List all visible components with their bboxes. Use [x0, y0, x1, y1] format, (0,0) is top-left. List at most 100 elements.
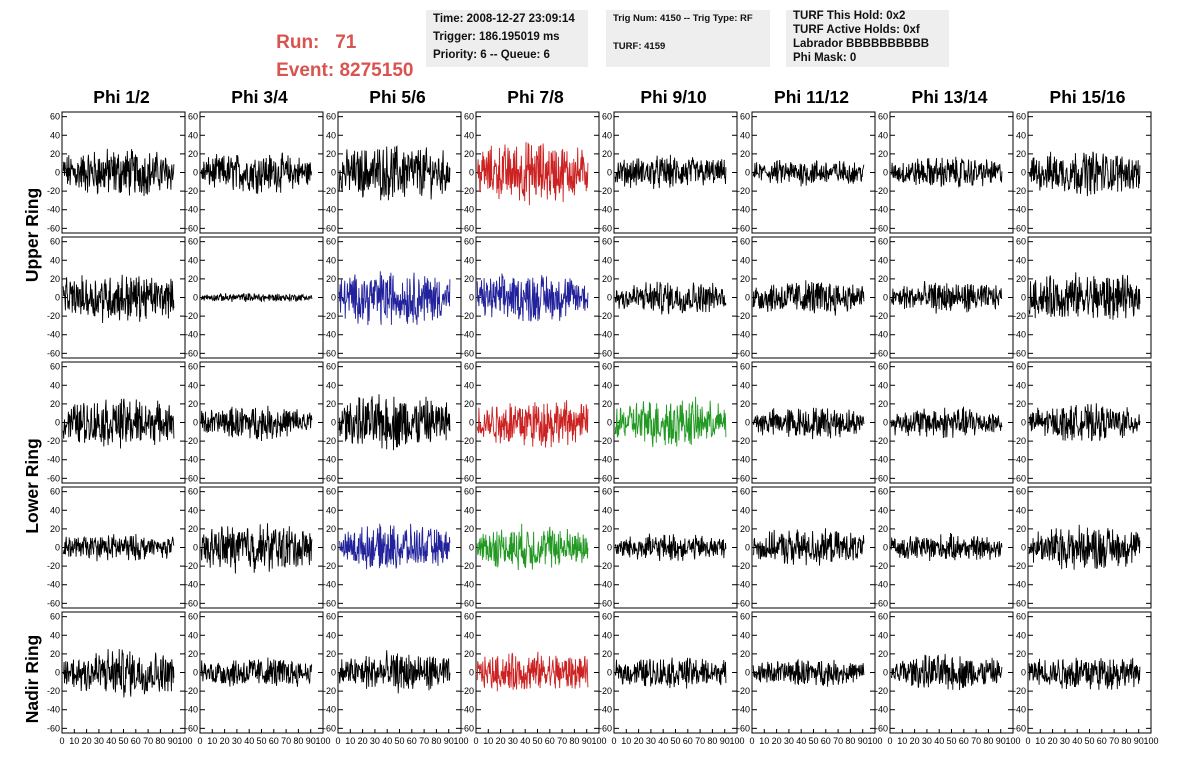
y-tick-label: 40: [50, 130, 60, 140]
y-tick-label: 40: [50, 255, 60, 265]
x-tick-label: 20: [220, 736, 230, 746]
y-tick-label: -60: [185, 723, 198, 733]
waveform-trace: [614, 154, 727, 190]
y-tick-label: -20: [875, 436, 888, 446]
column-header-phi-5-6: Phi 5/6: [369, 87, 426, 107]
y-tick-label: -60: [875, 723, 888, 733]
y-tick-label: 40: [50, 630, 60, 640]
y-tick-label: -40: [875, 580, 888, 590]
y-tick-label: -60: [461, 473, 474, 483]
y-tick-label: 0: [55, 168, 60, 178]
waveform-panel: -60 -40 -20 0 20 40 60: [323, 236, 462, 359]
y-tick-label: -60: [1013, 348, 1026, 358]
run-line: Run: 71: [255, 10, 356, 76]
x-tick-label: 100: [1005, 736, 1020, 746]
y-tick-label: -40: [737, 705, 750, 715]
x-tick-label: 20: [358, 736, 368, 746]
waveform-panel: -60 -40 -20 0 20 40 60: [875, 486, 1014, 609]
x-tick-label: 90: [306, 736, 316, 746]
y-tick-label: -60: [875, 348, 888, 358]
x-tick-label: 80: [431, 736, 441, 746]
waveform-trace: [752, 659, 865, 687]
x-tick-label: 70: [833, 736, 843, 746]
waveform-panel: -60 -40 -20 0 20 40 60: [461, 236, 600, 359]
y-tick-label: -40: [461, 705, 474, 715]
y-tick-label: 20: [464, 274, 474, 284]
y-tick-label: -40: [47, 455, 60, 465]
event-value: 8275150: [339, 60, 414, 81]
y-tick-label: -60: [185, 598, 198, 608]
x-tick-label: 60: [821, 736, 831, 746]
y-tick-label: -40: [599, 455, 612, 465]
y-tick-label: -60: [599, 348, 612, 358]
x-tick-label: 90: [444, 736, 454, 746]
y-tick-label: 60: [50, 112, 60, 122]
x-tick-label: 80: [569, 736, 579, 746]
y-tick-label: -60: [599, 598, 612, 608]
waveform-trace: [1028, 403, 1141, 442]
y-tick-label: -20: [461, 311, 474, 321]
x-tick-label: 100: [867, 736, 882, 746]
waveform-panel: -60 -40 -20 0 20 40 60: [461, 111, 600, 234]
y-tick-label: -20: [599, 436, 612, 446]
y-tick-label: -20: [599, 686, 612, 696]
y-tick-label: 0: [193, 543, 198, 553]
waveform-trace: [62, 274, 175, 324]
x-tick-label: 10: [621, 736, 631, 746]
x-tick-label: 80: [845, 736, 855, 746]
y-tick-label: 0: [469, 543, 474, 553]
y-tick-label: 40: [878, 255, 888, 265]
waveform-panel: -60 -40 -20 0 20 40 60: [47, 236, 186, 359]
y-tick-label: 40: [740, 130, 750, 140]
y-tick-label: -60: [461, 223, 474, 233]
y-tick-label: 0: [607, 168, 612, 178]
waveform-trace: [200, 405, 313, 442]
y-tick-label: -20: [599, 311, 612, 321]
event-line: Event: 8275150: [255, 38, 413, 104]
y-tick-label: -40: [323, 455, 336, 465]
y-tick-label: 0: [331, 668, 336, 678]
y-tick-label: 0: [469, 293, 474, 303]
waveform-panel: -60 -40 -20 0 20 40 60: [461, 361, 600, 484]
y-tick-label: -40: [1013, 330, 1026, 340]
run-event-header: Run: 71 Event: 8275150: [255, 8, 425, 81]
y-tick-label: -20: [599, 561, 612, 571]
y-tick-label: 40: [326, 130, 336, 140]
y-tick-label: -20: [185, 686, 198, 696]
y-tick-label: 20: [50, 274, 60, 284]
x-tick-label: 100: [1143, 736, 1158, 746]
waveform-trace: [476, 400, 589, 448]
x-tick-label: 90: [720, 736, 730, 746]
y-tick-label: -20: [461, 436, 474, 446]
waveform-trace: [1028, 657, 1141, 690]
y-tick-label: -40: [461, 455, 474, 465]
turf-text: TURF: 4159: [613, 41, 666, 52]
x-tick-label: 40: [520, 736, 530, 746]
x-tick-label: 70: [695, 736, 705, 746]
trigger-text: Trigger: 186.195019 ms: [433, 31, 560, 43]
waveform-trace: [62, 148, 175, 197]
y-tick-label: 0: [55, 668, 60, 678]
y-tick-label: -40: [875, 705, 888, 715]
y-tick-label: 40: [1016, 380, 1026, 390]
y-tick-label: -40: [875, 455, 888, 465]
x-tick-label: 20: [496, 736, 506, 746]
x-tick-label: 0: [611, 736, 616, 746]
waveform-panel: -60 -40 -20 0 20 40 60: [737, 111, 876, 234]
y-tick-label: 60: [740, 112, 750, 122]
column-header-phi-15-16: Phi 15/16: [1049, 87, 1126, 107]
x-tick-label: 40: [1072, 736, 1082, 746]
y-tick-label: -60: [599, 723, 612, 733]
y-tick-label: 40: [188, 130, 198, 140]
x-tick-label: 90: [858, 736, 868, 746]
y-tick-label: -20: [737, 436, 750, 446]
y-tick-label: 20: [740, 524, 750, 534]
y-tick-label: 20: [188, 399, 198, 409]
x-tick-label: 0: [749, 736, 754, 746]
turf-info-box: TURF This Hold: 0x2 TURF Active Holds: 0…: [786, 10, 949, 67]
y-tick-label: 60: [326, 612, 336, 622]
x-tick-label: 70: [557, 736, 567, 746]
y-tick-label: -20: [599, 186, 612, 196]
y-tick-label: -60: [47, 223, 60, 233]
